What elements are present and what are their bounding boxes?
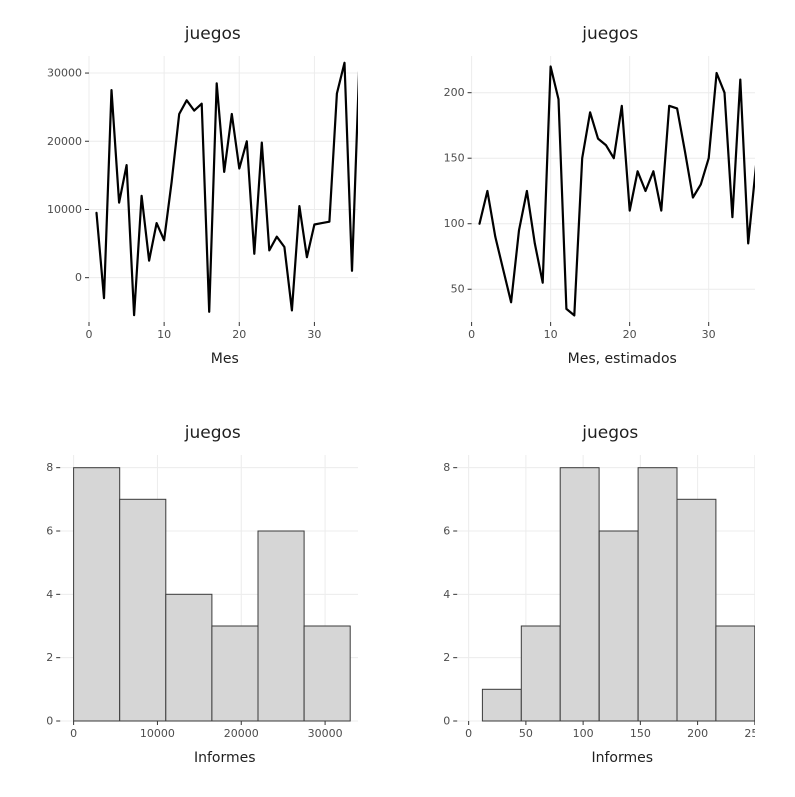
svg-text:250: 250 — [745, 727, 755, 740]
svg-text:8: 8 — [46, 461, 53, 474]
plot-row: Frecuencia 05010015020025002468 Informes — [437, 444, 755, 766]
x-axis-label: Mes, estimados — [567, 351, 677, 367]
svg-text:150: 150 — [444, 152, 465, 165]
histogram-svg: 0 50 100 150 200 250 0 2 4 6 8 — [437, 444, 755, 749]
svg-text:100: 100 — [573, 727, 594, 740]
svg-text:150: 150 — [630, 727, 651, 740]
svg-text:20000: 20000 — [47, 135, 82, 148]
svg-text:200: 200 — [687, 727, 708, 740]
x-axis-label: Informes — [193, 749, 256, 766]
svg-text:2: 2 — [443, 651, 450, 664]
svg-text:200: 200 — [444, 86, 465, 99]
svg-text:2: 2 — [46, 651, 53, 664]
svg-text:20: 20 — [623, 328, 637, 341]
svg-text:10000: 10000 — [47, 203, 82, 216]
svg-text:8: 8 — [443, 461, 450, 474]
svg-text:30000: 30000 — [307, 727, 342, 740]
svg-text:10: 10 — [544, 328, 558, 341]
chart-title: juegos — [582, 24, 639, 44]
svg-text:0: 0 — [70, 727, 77, 740]
svg-text:20: 20 — [232, 328, 246, 341]
plot-column: 0 10 20 30 50 100 150 200 Mes, estimados — [437, 46, 755, 367]
chart-panel-hist-informes-estimados: juegos Frecuencia 05010015020025002468 I… — [437, 415, 755, 782]
histogram-svg: 0 10000 20000 30000 0 2 4 6 8 — [40, 444, 358, 749]
svg-text:0: 0 — [465, 727, 472, 740]
svg-text:50: 50 — [519, 727, 533, 740]
svg-text:6: 6 — [443, 524, 450, 537]
svg-text:20000: 20000 — [224, 727, 259, 740]
svg-text:6: 6 — [46, 524, 53, 537]
chart-panel-line-mes: juegos Informes 01020300100002000030000 … — [40, 16, 358, 383]
chart-panel-hist-informes: juegos Frecuencia 010000200003000002468 … — [40, 415, 358, 782]
svg-text:10: 10 — [157, 328, 171, 341]
line-chart-svg: 0 10 20 30 0 10000 20000 30000 — [40, 46, 358, 350]
chart-title: juegos — [184, 24, 241, 44]
svg-text:30: 30 — [307, 328, 321, 341]
svg-text:30: 30 — [702, 328, 716, 341]
svg-text:10000: 10000 — [140, 727, 175, 740]
chart-title: juegos — [184, 422, 241, 443]
chart-title: juegos — [582, 422, 639, 443]
plot-column: 0 50 100 150 200 250 0 2 4 6 8 Informes — [437, 444, 755, 766]
plot-column: 0 10000 20000 30000 0 2 4 6 8 Informes — [40, 444, 358, 766]
svg-text:0: 0 — [468, 328, 475, 341]
svg-text:0: 0 — [85, 328, 92, 341]
svg-text:50: 50 — [451, 283, 465, 296]
svg-text:30000: 30000 — [47, 67, 82, 80]
svg-text:4: 4 — [443, 587, 450, 600]
svg-text:100: 100 — [444, 217, 465, 230]
x-axis-label: Informes — [591, 749, 654, 766]
svg-text:0: 0 — [46, 714, 53, 727]
line-chart-svg: 0 10 20 30 50 100 150 200 — [437, 46, 755, 350]
svg-text:0: 0 — [75, 271, 82, 284]
svg-text:4: 4 — [46, 587, 53, 600]
x-axis-label: Mes — [210, 351, 239, 367]
plot-column: 0 10 20 30 0 10000 20000 30000 Mes — [40, 46, 358, 367]
svg-text:0: 0 — [443, 714, 450, 727]
